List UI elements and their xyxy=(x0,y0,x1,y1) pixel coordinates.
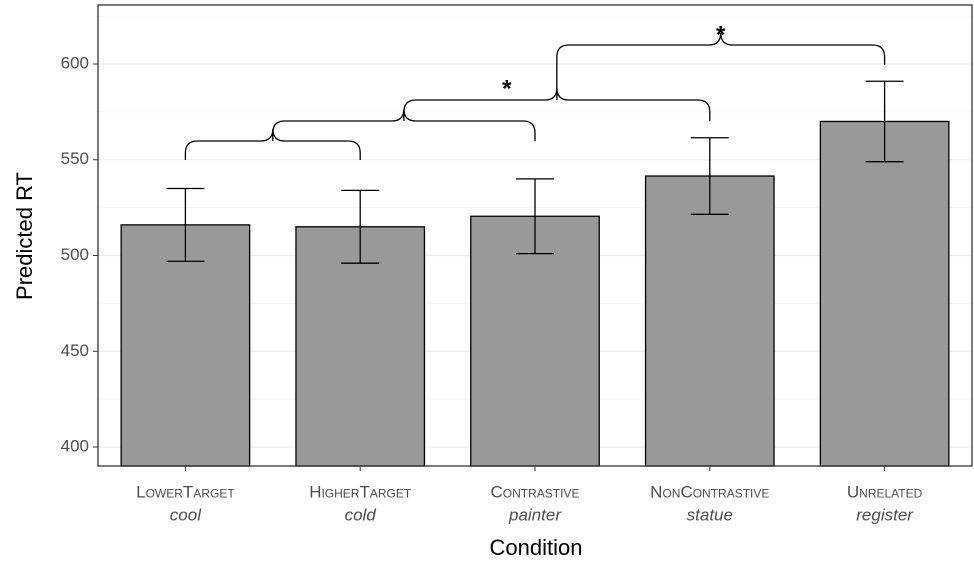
x-tick-label: Contrastive xyxy=(491,482,580,501)
x-example-label: cool xyxy=(170,505,202,524)
y-tick-label: 450 xyxy=(61,341,89,360)
error-bar xyxy=(690,137,729,215)
x-tick-label: LowerTarget xyxy=(136,482,235,501)
y-tick-label: 600 xyxy=(61,53,89,72)
error-bar xyxy=(516,178,554,255)
x-tick-label: NonContrastive xyxy=(650,482,769,501)
bar xyxy=(819,120,950,467)
bar xyxy=(644,175,775,467)
significance-label: * xyxy=(716,21,726,48)
x-tick-label: HigherTarget xyxy=(309,482,412,501)
significance-bracket xyxy=(556,32,886,100)
panel-border xyxy=(97,4,973,467)
error-bar xyxy=(341,189,380,264)
x-example-label: cold xyxy=(345,505,377,524)
y-tick-label: 500 xyxy=(61,245,89,264)
error-bar xyxy=(865,80,904,163)
y-tick-label: 550 xyxy=(61,149,89,168)
x-tick-label: Unrelated xyxy=(847,482,923,501)
significance-label: * xyxy=(502,75,512,102)
x-example-label: painter xyxy=(508,505,562,524)
bar xyxy=(470,215,600,467)
bar xyxy=(120,224,251,467)
y-tick-label: 400 xyxy=(61,437,89,456)
bar xyxy=(295,226,426,467)
x-example-label: statue xyxy=(687,505,733,524)
y-axis-title: Predicted RT xyxy=(12,172,37,300)
error-bar xyxy=(166,187,205,262)
x-example-label: register xyxy=(856,505,914,524)
x-axis-title: Condition xyxy=(490,535,583,560)
